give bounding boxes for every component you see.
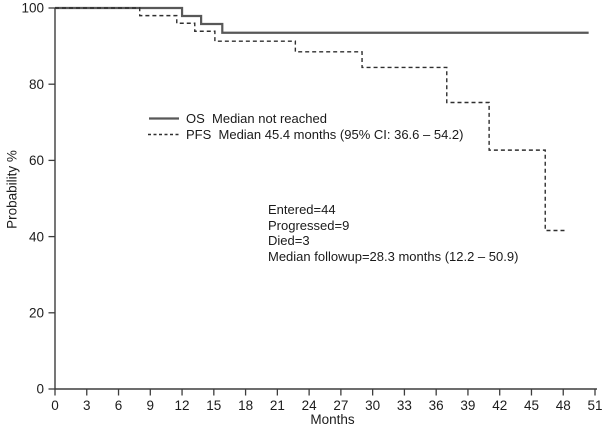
y-axis-title: Probability % <box>4 150 20 229</box>
x-tick-label: 36 <box>429 398 444 413</box>
x-tick-label: 24 <box>302 398 318 413</box>
pfs-dashed-line-sample <box>148 133 180 135</box>
axis-spines <box>54 8 597 390</box>
stat-entered: Entered=44 <box>268 202 336 217</box>
y-tick-label: 0 <box>36 382 44 397</box>
x-tick-label: 39 <box>460 398 475 413</box>
os-survival-curve <box>55 6 589 34</box>
x-axis-title: Months <box>310 412 355 427</box>
legend-item-pfs: PFS Median 45.4 months (95% CI: 36.6 – 5… <box>148 126 463 142</box>
x-tick-label: 18 <box>238 398 253 413</box>
os-solid-line-sample <box>149 116 179 120</box>
stat-died: Died=3 <box>268 233 310 248</box>
x-tick-label: 21 <box>270 398 285 413</box>
legend-item-os: OS Median not reached <box>148 110 463 126</box>
legend: OS Median not reached PFS Median 45.4 mo… <box>148 110 463 142</box>
x-tick-label: 33 <box>397 398 412 413</box>
x-tick-label: 12 <box>175 398 190 413</box>
x-tick-label: 45 <box>524 398 539 413</box>
stat-median-followup: Median followup=28.3 months (12.2 – 50.9… <box>268 248 519 264</box>
stat-progressed: Progressed=9 <box>268 217 350 233</box>
y-tick-label: 100 <box>21 1 44 16</box>
legend-label-pfs: PFS Median 45.4 months (95% CI: 36.6 – 5… <box>186 126 464 142</box>
legend-label-os: OS Median not reached <box>186 110 327 126</box>
x-tick-label: 6 <box>115 398 123 413</box>
y-tick-label: 20 <box>29 306 44 321</box>
pfs-survival-curve <box>55 7 568 232</box>
x-tick-label: 48 <box>556 398 571 413</box>
x-tick-label: 9 <box>147 398 155 413</box>
x-tick-label: 15 <box>206 398 221 413</box>
x-tick-label: 42 <box>492 398 507 413</box>
x-tick-label: 30 <box>365 398 380 413</box>
x-tick-label: 3 <box>83 398 91 413</box>
x-tick-label: 51 <box>587 398 602 413</box>
x-tick-label: 0 <box>51 398 59 413</box>
y-tick-label: 40 <box>29 229 44 244</box>
y-tick-label: 60 <box>29 153 44 168</box>
stats-annotation: Entered=44 Progressed=9 Died=3 Median fo… <box>268 202 518 264</box>
x-tick-label: 27 <box>333 398 348 413</box>
y-tick-label: 80 <box>29 77 44 92</box>
